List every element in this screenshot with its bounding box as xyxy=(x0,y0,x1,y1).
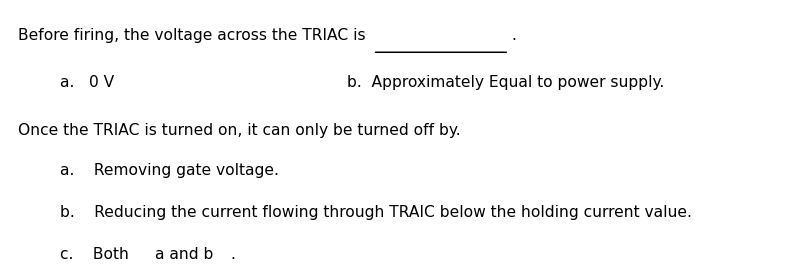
Text: c.    Both: c. Both xyxy=(60,247,133,262)
Text: Before firing, the voltage across the TRIAC is: Before firing, the voltage across the TR… xyxy=(18,28,365,43)
Text: a and b: a and b xyxy=(155,247,213,262)
Text: b.  Approximately Equal to power supply.: b. Approximately Equal to power supply. xyxy=(347,75,665,90)
Text: .: . xyxy=(231,247,235,262)
Text: Once the TRIAC is turned on, it can only be turned off by.: Once the TRIAC is turned on, it can only… xyxy=(18,123,460,138)
Text: a.    Removing gate voltage.: a. Removing gate voltage. xyxy=(60,163,279,178)
Text: a.   0 V: a. 0 V xyxy=(60,75,114,90)
Text: .: . xyxy=(512,28,516,43)
Text: b.    Reducing the current flowing through TRAIC below the holding current value: b. Reducing the current flowing through … xyxy=(60,205,692,220)
